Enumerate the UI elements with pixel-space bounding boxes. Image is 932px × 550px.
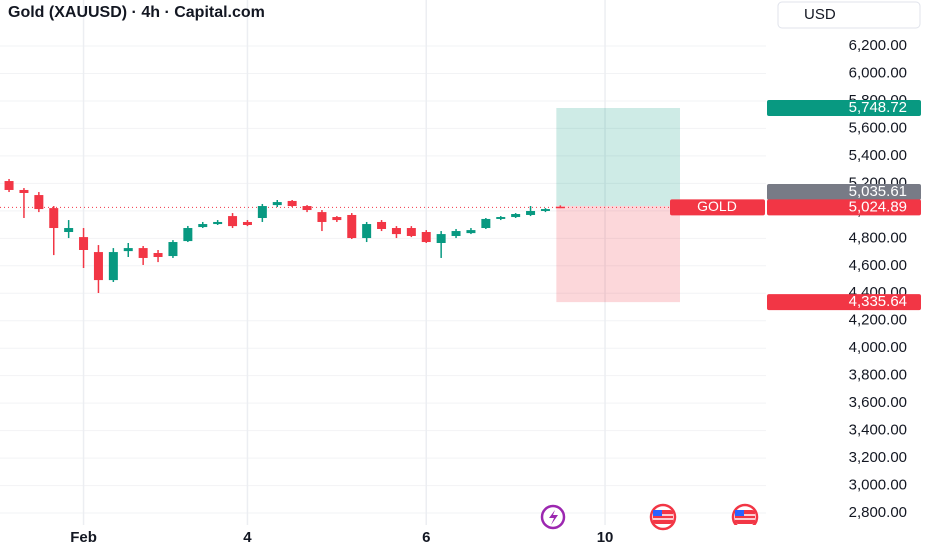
candle-body bbox=[540, 209, 550, 211]
event-icons bbox=[540, 503, 759, 531]
loss-zone bbox=[556, 205, 680, 303]
candle-body bbox=[332, 217, 342, 221]
candle-body bbox=[496, 217, 506, 219]
time-axis: Feb 4 6 10 bbox=[70, 529, 613, 546]
candle-body bbox=[242, 221, 252, 225]
candle-body bbox=[466, 230, 476, 234]
y-tick-label: 4,200.00 bbox=[849, 312, 907, 329]
y-tick-label: 6,000.00 bbox=[849, 64, 907, 81]
candle-body bbox=[481, 218, 491, 229]
candle-body bbox=[406, 228, 416, 236]
event-icon[interactable] bbox=[731, 503, 759, 529]
candle-body bbox=[49, 208, 59, 229]
y-tick-label: 3,600.00 bbox=[849, 394, 907, 411]
grid bbox=[0, 0, 766, 525]
x-tick-label: 10 bbox=[597, 529, 614, 546]
chart-title: Gold (XAUUSD) · 4h · Capital.com bbox=[8, 4, 265, 21]
candle-body bbox=[64, 228, 74, 233]
y-tick-label: 3,400.00 bbox=[849, 422, 907, 439]
candle-body bbox=[317, 212, 327, 222]
y-tick-label: 2,800.00 bbox=[849, 504, 907, 521]
candle-body bbox=[302, 206, 312, 211]
y-tick-label: 4,600.00 bbox=[849, 257, 907, 274]
event-icon[interactable] bbox=[649, 503, 677, 531]
candle-body bbox=[138, 248, 148, 258]
candle-body bbox=[287, 200, 297, 207]
candle-body bbox=[79, 237, 89, 250]
candle-body bbox=[391, 228, 401, 235]
candle-body bbox=[19, 189, 29, 193]
candle-body bbox=[272, 202, 282, 206]
candle-body bbox=[183, 228, 193, 242]
candle-body bbox=[228, 216, 238, 227]
profit-zone bbox=[556, 108, 680, 206]
price-label: 5,748.72 bbox=[849, 99, 907, 116]
y-tick-label: 4,000.00 bbox=[849, 339, 907, 356]
candle-body bbox=[257, 206, 267, 218]
x-tick-label: Feb bbox=[70, 529, 97, 546]
candle-body bbox=[511, 214, 521, 218]
currency[interactable]: USD bbox=[804, 6, 836, 23]
price-axis: 2,800.00 3,000.00 3,200.00 3,400.00 3,600.00… bbox=[670, 37, 921, 521]
candle-body bbox=[213, 221, 223, 225]
x-tick-label: 6 bbox=[422, 529, 430, 546]
candle-body bbox=[555, 206, 565, 209]
candle-body bbox=[421, 232, 431, 243]
candle-body bbox=[34, 195, 44, 210]
y-tick-label: 5,400.00 bbox=[849, 147, 907, 164]
plot-area bbox=[0, 108, 766, 303]
price-label: 4,335.64 bbox=[849, 293, 907, 310]
candle-body bbox=[108, 252, 118, 281]
lightning bbox=[549, 510, 558, 525]
price-label-box bbox=[767, 100, 921, 117]
candle-body bbox=[451, 231, 461, 236]
symbol-label-box bbox=[670, 199, 765, 216]
candle-body bbox=[377, 221, 387, 229]
candle-body bbox=[436, 234, 446, 243]
x-tick-label: 4 bbox=[243, 529, 252, 546]
candle-body bbox=[362, 224, 372, 239]
candle-body bbox=[153, 253, 163, 258]
candle-body bbox=[123, 248, 133, 252]
price-label-box bbox=[767, 183, 921, 200]
price-label: 5,035.61 bbox=[849, 183, 907, 200]
candle-body bbox=[168, 242, 178, 257]
candle-body bbox=[4, 181, 14, 190]
symbol-label: GOLD bbox=[697, 198, 737, 214]
candle-body bbox=[526, 210, 536, 215]
candle-body bbox=[198, 224, 208, 228]
y-tick-label: 3,800.00 bbox=[849, 367, 907, 384]
y-tick-label: 3,200.00 bbox=[849, 449, 907, 466]
y-tick-label: 6,200.00 bbox=[849, 37, 907, 54]
price-label-box bbox=[767, 294, 921, 311]
y-tick-label: 5,600.00 bbox=[849, 119, 907, 136]
candle-body bbox=[347, 214, 357, 239]
y-tick-label: 4,800.00 bbox=[849, 229, 907, 246]
price-label: 5,024.89 bbox=[849, 198, 907, 215]
candle-body bbox=[93, 252, 103, 281]
currency-box[interactable] bbox=[777, 1, 921, 29]
price-label-box bbox=[767, 199, 921, 216]
y-tick-label: 3,000.00 bbox=[849, 477, 907, 494]
